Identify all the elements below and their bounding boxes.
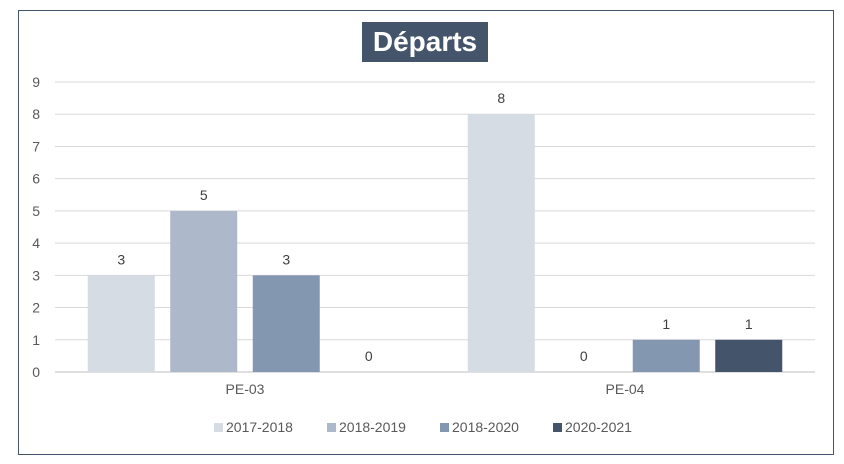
bar-2018-2020: [252, 275, 320, 372]
y-tick-label: 9: [32, 74, 40, 90]
x-tick-label: PE-04: [606, 381, 645, 397]
y-tick-label: 7: [32, 138, 40, 154]
legend-label: 2018-2020: [452, 419, 519, 435]
y-tick-label: 4: [32, 235, 40, 251]
bar-2018-2020: [632, 339, 700, 372]
data-label: 5: [200, 187, 208, 203]
y-tick-label: 2: [32, 300, 40, 316]
chart-frame: [18, 10, 834, 455]
data-label: 0: [365, 348, 373, 364]
y-tick-label: 6: [32, 171, 40, 187]
legend-label: 2020-2021: [565, 419, 632, 435]
data-label: 3: [117, 251, 125, 267]
bar-2018-2019: [170, 210, 238, 372]
bar-2020-2021: [715, 339, 783, 372]
y-tick-label: 1: [32, 332, 40, 348]
y-tick-label: 3: [32, 267, 40, 283]
y-tick-label: 5: [32, 203, 40, 219]
data-label: 8: [497, 90, 505, 106]
y-tick-label: 8: [32, 106, 40, 122]
legend-swatch: [214, 423, 223, 432]
data-label: 1: [662, 316, 670, 332]
data-label: 1: [745, 316, 753, 332]
data-label: 0: [580, 348, 588, 364]
legend-swatch: [327, 423, 336, 432]
legend-label: 2017-2018: [226, 419, 293, 435]
legend-swatch: [440, 423, 449, 432]
data-label: 3: [282, 251, 290, 267]
bar-2017-2018: [87, 275, 155, 372]
chart-title: Départs: [362, 22, 488, 62]
x-tick-label: PE-03: [226, 381, 265, 397]
bar-2017-2018: [467, 114, 535, 372]
y-tick-label: 0: [32, 364, 40, 380]
legend-swatch: [553, 423, 562, 432]
legend-label: 2018-2019: [339, 419, 406, 435]
